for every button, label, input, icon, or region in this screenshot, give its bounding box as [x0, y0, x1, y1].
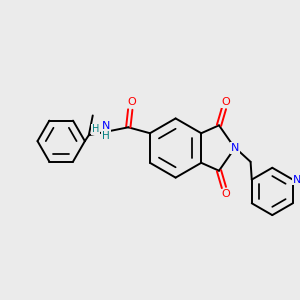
- Text: O: O: [221, 97, 230, 107]
- Text: N: N: [101, 121, 110, 131]
- Text: N: N: [292, 175, 300, 184]
- Text: O: O: [221, 189, 230, 200]
- Text: H: H: [102, 131, 110, 141]
- Text: H: H: [92, 124, 99, 134]
- Text: N: N: [231, 143, 239, 153]
- Text: O: O: [128, 97, 136, 107]
